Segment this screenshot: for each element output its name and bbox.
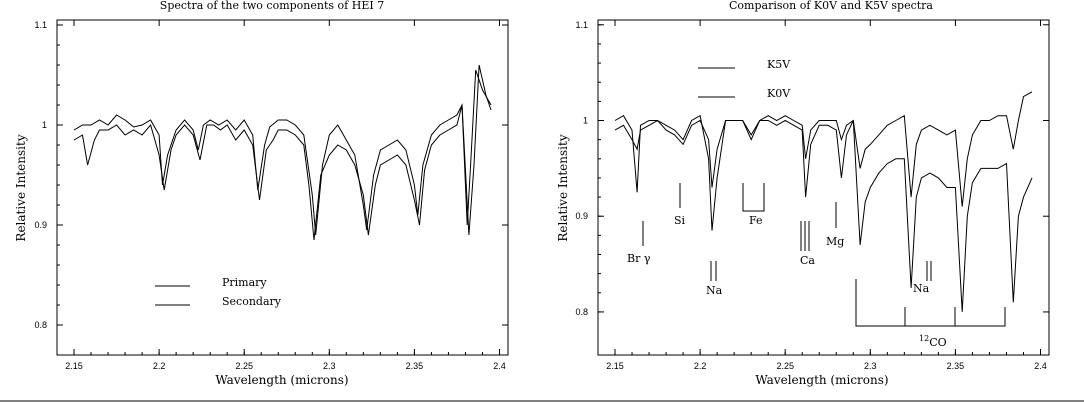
left-axis-ticks: 2.15 2.2 2.25 2.3 2.35 2.4 0.8 0.9 1 1.1 <box>34 20 508 371</box>
right-x-tick-label: 2.25 <box>776 361 794 371</box>
right-x-tick-label: 2.2 <box>694 361 707 371</box>
right-plot-frame <box>597 19 1050 356</box>
right-x-tick-label: 2.4 <box>1034 361 1047 371</box>
left-series-lines <box>73 64 492 241</box>
left-series-primary-line <box>73 69 492 236</box>
left-chart-title: Spectra of the two components of HEI 7 <box>160 0 384 12</box>
left-x-tick-label: 2.4 <box>493 361 506 371</box>
right-series-k0v-line <box>614 91 1033 207</box>
right-y-axis-label: Relative Intensity <box>556 134 570 241</box>
right-y-tick-label: 1.1 <box>575 20 588 30</box>
line-id-labels: Br γ Si Na Fe Ca Mg Na 12CO <box>627 214 947 349</box>
label-fe: Fe <box>749 214 763 227</box>
left-y-tick-label: 1.1 <box>34 20 47 30</box>
legend-k0v-label: K0V <box>767 87 791 100</box>
left-x-axis-label: Wavelength (microns) <box>215 373 348 387</box>
label-br-gamma: Br γ <box>627 252 651 265</box>
label-ca: Ca <box>800 254 815 267</box>
right-y-tick-label: 0.8 <box>575 307 588 317</box>
left-x-tick-label: 2.2 <box>153 361 166 371</box>
left-plot-frame <box>56 19 509 356</box>
label-na-1: Na <box>706 284 723 297</box>
legend-secondary-label: Secondary <box>222 295 282 308</box>
right-y-tick-label: 1 <box>583 116 588 126</box>
right-axis-ticks: 2.15 2.2 2.25 2.3 2.35 2.4 0.8 0.9 1 1.1 <box>575 20 1049 371</box>
left-x-tick-label: 2.3 <box>323 361 336 371</box>
legend-k5v-label: K5V <box>767 58 791 71</box>
left-y-tick-label: 0.9 <box>34 220 47 230</box>
legend-primary-label: Primary <box>222 276 267 289</box>
label-na-2: Na <box>913 282 930 295</box>
right-x-tick-label: 2.15 <box>606 361 624 371</box>
right-series-lines <box>614 91 1033 312</box>
left-y-axis-label: Relative Intensity <box>14 134 28 241</box>
left-chart: Spectra of the two components of HEI 7 2… <box>14 0 509 387</box>
right-x-tick-label: 2.3 <box>864 361 877 371</box>
right-chart-title: Comparison of K0V and K5V spectra <box>729 0 933 12</box>
co-bracket <box>855 279 1006 327</box>
left-x-tick-label: 2.35 <box>406 361 424 371</box>
right-x-tick-label: 2.35 <box>947 361 965 371</box>
label-12co: 12CO <box>919 334 947 349</box>
left-y-tick-label: 0.8 <box>34 320 47 330</box>
left-x-tick-label: 2.15 <box>65 361 83 371</box>
left-x-tick-label: 2.25 <box>235 361 253 371</box>
label-mg: Mg <box>826 235 844 248</box>
line-id-markers <box>642 183 1006 327</box>
right-series-k5v-line <box>614 114 1033 312</box>
right-y-tick-label: 0.9 <box>575 211 588 221</box>
fe-bracket <box>742 183 765 212</box>
label-si: Si <box>674 214 686 227</box>
left-series-secondary-line <box>73 64 492 241</box>
right-x-axis-label: Wavelength (microns) <box>755 373 888 387</box>
right-chart: Comparison of K0V and K5V spectra 2.15 2.… <box>556 0 1050 387</box>
left-y-tick-label: 1 <box>42 120 47 130</box>
